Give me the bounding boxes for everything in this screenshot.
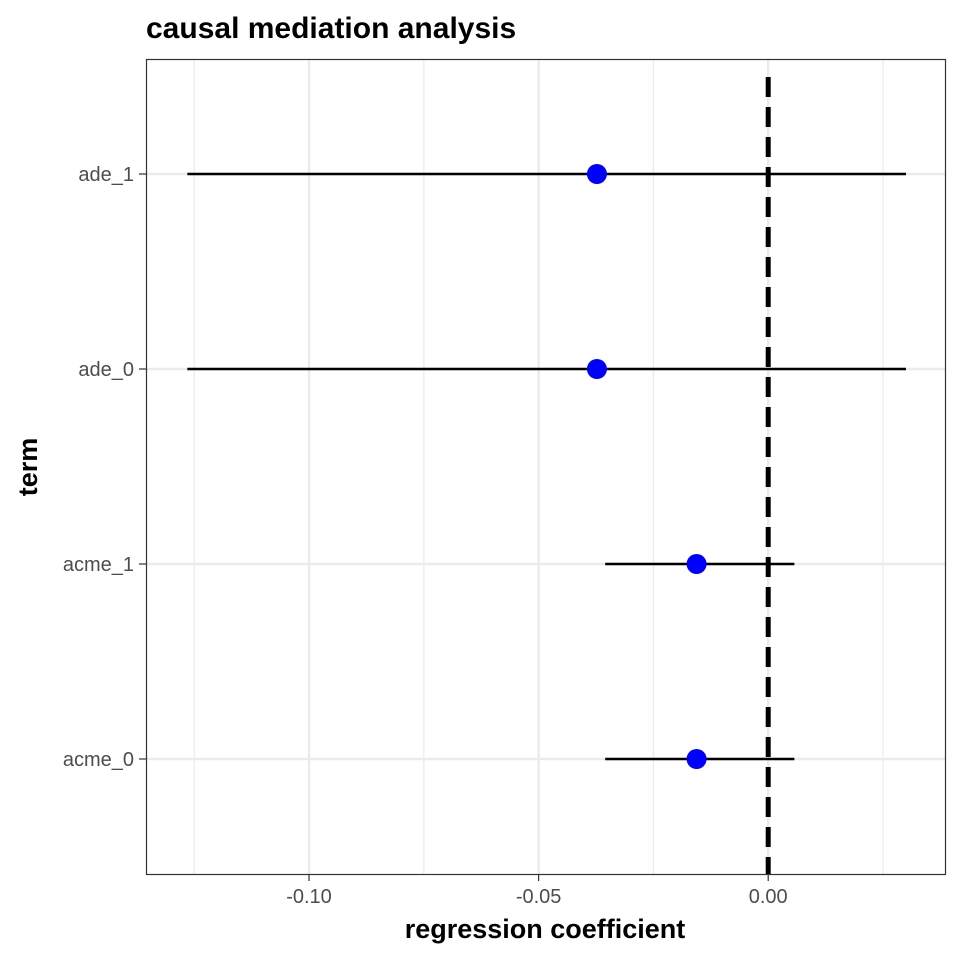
y-tick-label: ade_1 [78,164,134,186]
point-ade_0 [586,359,607,379]
chart-title: causal mediation analysis [146,12,516,45]
point-acme_0 [686,749,707,769]
y-axis: acme_0 acme_1 ade_0 ade_1 [63,164,146,771]
point-acme_1 [686,554,707,574]
grid [146,59,945,874]
y-axis-title: term [13,438,43,497]
errorbars [187,172,906,761]
point-ade_1 [586,164,607,184]
x-axis-title: regression coefficient [405,914,686,944]
y-tick-label: acme_0 [63,749,134,771]
points [586,164,707,769]
x-tick-label: -0.10 [286,886,332,908]
x-tick-label: 0.00 [749,886,788,908]
x-axis: -0.10 -0.05 0.00 [286,874,788,908]
x-tick-label: -0.05 [516,886,562,908]
y-tick-label: ade_0 [78,359,134,381]
panel-border [145,58,947,876]
y-tick-label: acme_1 [63,554,134,576]
